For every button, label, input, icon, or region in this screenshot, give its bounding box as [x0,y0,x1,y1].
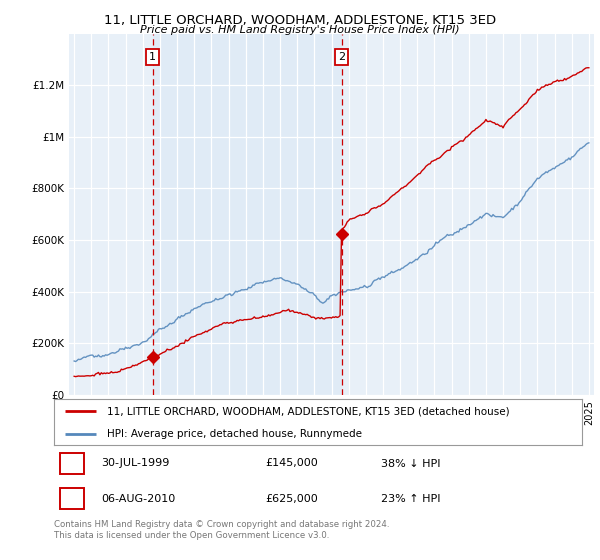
Text: 06-AUG-2010: 06-AUG-2010 [101,493,176,503]
FancyBboxPatch shape [61,488,84,509]
Text: 23% ↑ HPI: 23% ↑ HPI [382,493,441,503]
Text: 38% ↓ HPI: 38% ↓ HPI [382,459,441,469]
Text: 2: 2 [338,52,345,62]
Text: £145,000: £145,000 [265,459,318,469]
Text: £625,000: £625,000 [265,493,318,503]
Text: 1: 1 [149,52,156,62]
FancyBboxPatch shape [61,453,84,474]
Text: HPI: Average price, detached house, Runnymede: HPI: Average price, detached house, Runn… [107,429,362,439]
Text: 11, LITTLE ORCHARD, WOODHAM, ADDLESTONE, KT15 3ED: 11, LITTLE ORCHARD, WOODHAM, ADDLESTONE,… [104,14,496,27]
Text: 1: 1 [69,459,76,469]
Text: Price paid vs. HM Land Registry's House Price Index (HPI): Price paid vs. HM Land Registry's House … [140,25,460,35]
Text: 2: 2 [68,493,76,503]
Text: Contains HM Land Registry data © Crown copyright and database right 2024.
This d: Contains HM Land Registry data © Crown c… [54,520,389,540]
Text: 11, LITTLE ORCHARD, WOODHAM, ADDLESTONE, KT15 3ED (detached house): 11, LITTLE ORCHARD, WOODHAM, ADDLESTONE,… [107,406,509,416]
Text: 30-JUL-1999: 30-JUL-1999 [101,459,170,469]
Bar [153,34,341,395]
